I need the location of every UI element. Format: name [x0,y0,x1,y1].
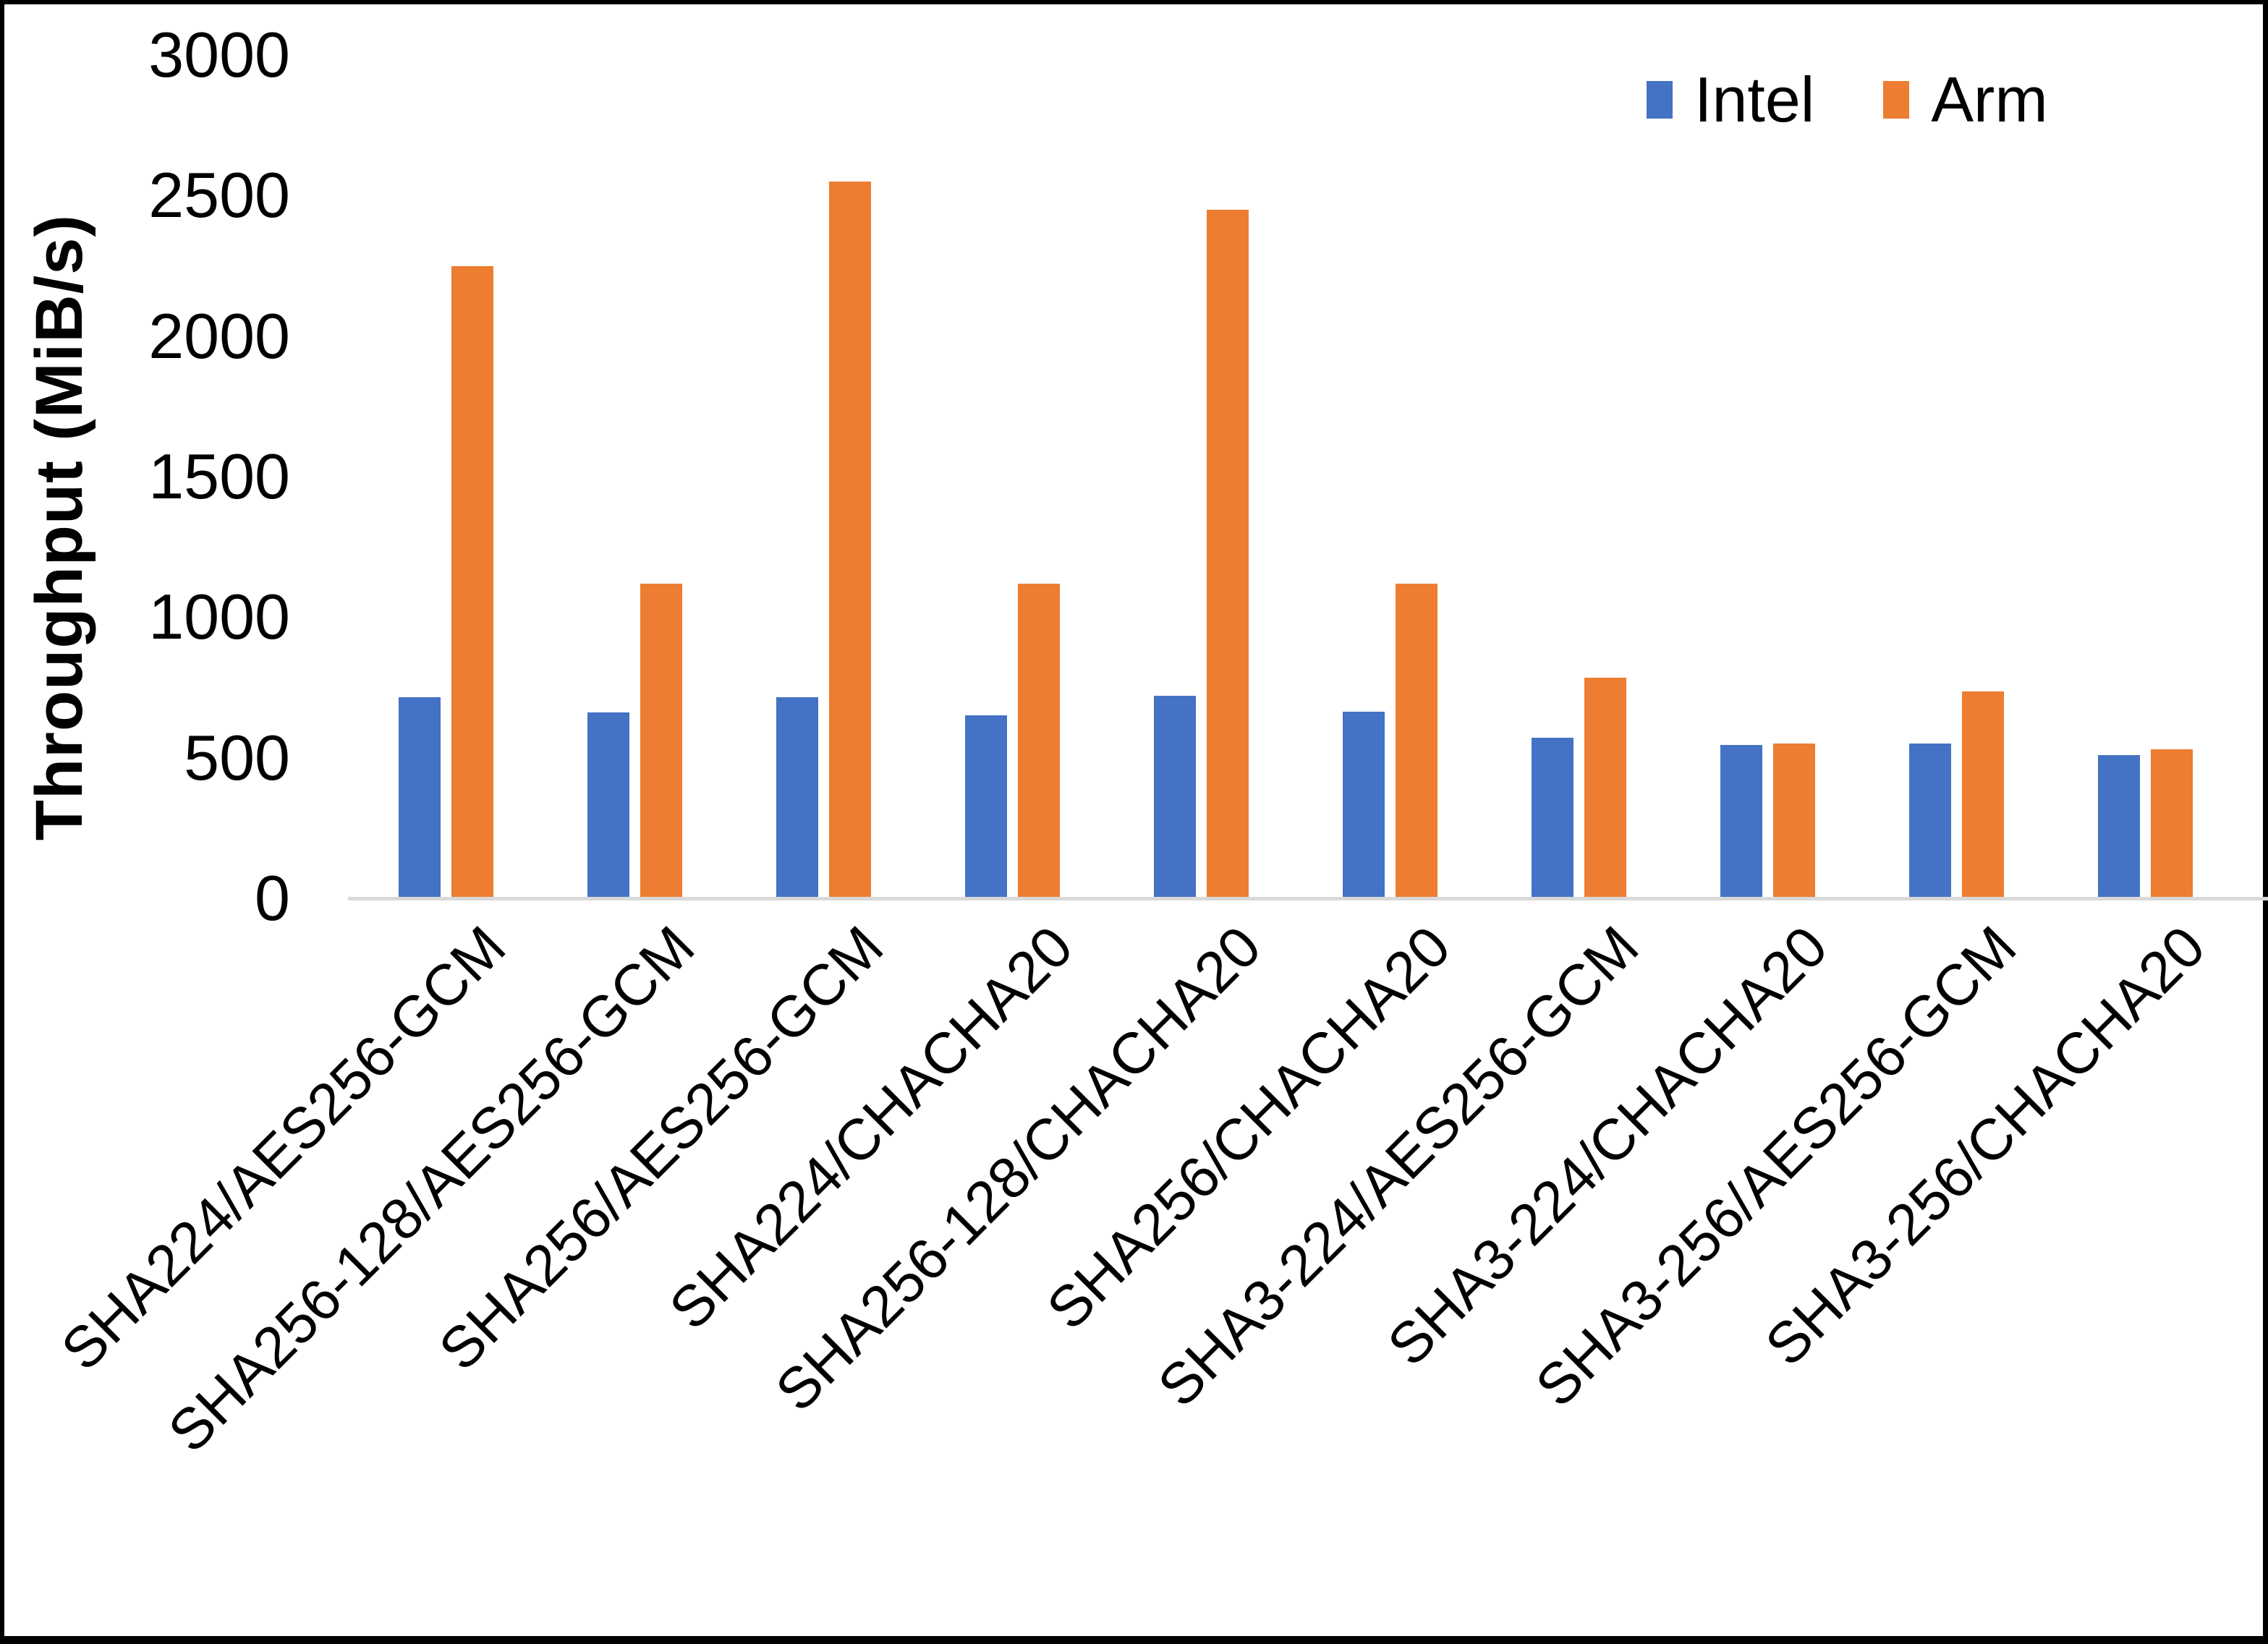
bar-intel-5 [1343,711,1385,898]
x-axis-line [348,897,2268,900]
bar-intel-8 [1909,744,1951,898]
bar-arm-6 [1584,677,1626,898]
y-tick-label-500: 500 [184,721,290,793]
bars-container [352,55,2240,898]
bar-group-8 [1909,55,2004,898]
bar-arm-5 [1396,583,1437,898]
x-axis-labels: SHA224/AES256-GCM SHA256-128/AES256-GCM SH… [49,898,2240,1585]
bar-arm-4 [1207,209,1249,898]
y-tick-label-2000: 2000 [148,299,290,372]
legend-item-arm: Arm [1883,64,2048,135]
bar-intel-4 [1154,696,1196,898]
legend-swatch-arm-icon [1883,81,1910,119]
y-tick-label-3000: 3000 [148,19,290,90]
legend-label-arm: Arm [1931,64,2048,135]
y-tick-label-1500: 1500 [148,440,290,512]
bar-intel-3 [965,715,1007,898]
legend-item-intel: Intel [1647,68,1814,132]
bar-group-4 [1154,55,1249,898]
bar-group-2 [776,55,871,898]
bar-arm-7 [1773,744,1815,898]
legend-swatch-intel-icon [1647,81,1673,119]
bar-intel-7 [1720,745,1762,898]
bar-intel-0 [399,697,441,898]
y-tick-label-1000: 1000 [148,581,290,653]
plot-area: 0 500 1000 1500 2000 2500 3000 SHA224/AES256-G… [49,23,2268,1464]
bar-arm-2 [829,181,871,898]
bar-intel-2 [776,697,818,898]
bar-intel-1 [587,712,629,898]
bar-group-1 [587,55,682,898]
bar-arm-3 [1018,583,1060,898]
bar-arm-9 [2151,749,2193,898]
bar-group-9 [2098,55,2193,898]
bar-intel-9 [2098,754,2140,898]
legend: Intel Arm [1647,68,2048,132]
bar-group-3 [965,55,1060,898]
bar-group-7 [1720,55,1815,898]
y-tick-label-2500: 2500 [148,159,290,231]
bar-group-6 [1532,55,1626,898]
bar-arm-1 [640,583,682,898]
bar-intel-6 [1532,738,1573,898]
bar-group-0 [399,55,493,898]
bar-group-5 [1343,55,1437,898]
legend-label-intel: Intel [1694,64,1815,135]
y-tick-label-0: 0 [255,862,290,934]
y-axis-ticks: 0 500 1000 1500 2000 2500 3000 [4,23,352,930]
bar-arm-0 [451,265,493,898]
bar-arm-8 [1962,691,2004,898]
